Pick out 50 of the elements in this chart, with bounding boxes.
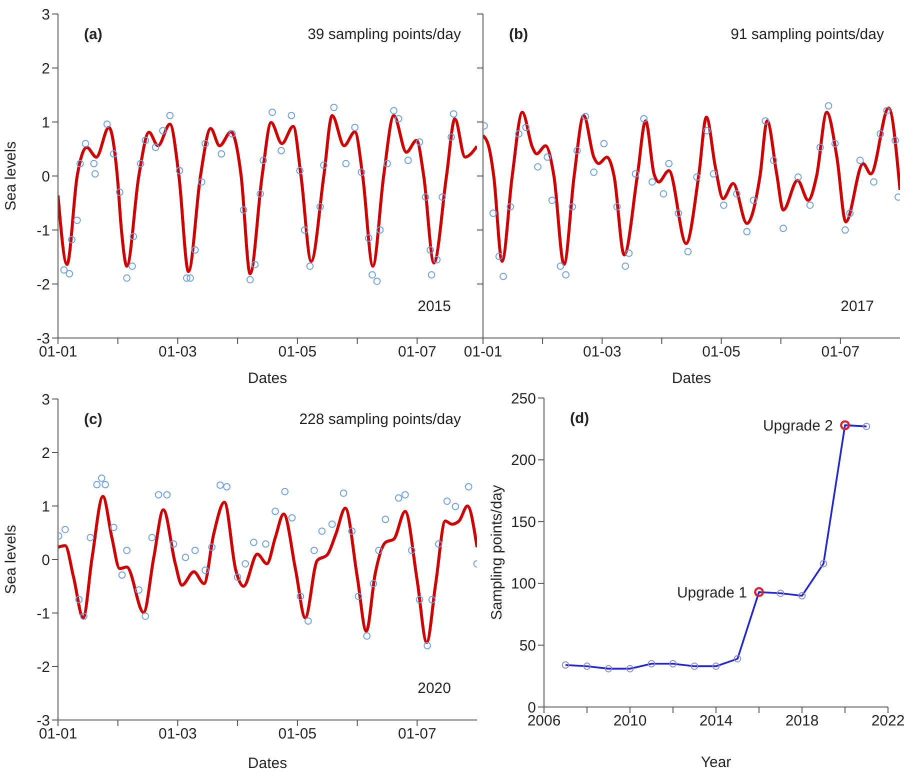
annotation: 228 sampling points/day — [299, 411, 461, 428]
annotation: Upgrade 1 — [676, 584, 747, 602]
annotation: (a) — [84, 26, 102, 43]
x-axis-title: Year — [700, 754, 732, 771]
y-tick-label: 250 — [510, 390, 536, 408]
x-tick-label: 01-03 — [582, 344, 622, 361]
annotation: 2015 — [418, 298, 451, 315]
y-tick-label: 2 — [42, 444, 50, 462]
y-axis-title: Sea levels — [2, 141, 20, 211]
x-tick-label: 01-01 — [464, 344, 502, 361]
x-tick-label: 01-03 — [158, 344, 197, 361]
y-tick-label: 0 — [42, 168, 50, 186]
y-tick-label: 150 — [510, 514, 536, 531]
y-axis-title: Sea levels — [2, 524, 20, 594]
annotation: 2020 — [418, 680, 451, 697]
y-tick-label: -1 — [36, 222, 50, 240]
annotation: (c) — [84, 411, 102, 428]
x-axis-title: Dates — [248, 755, 288, 772]
y-tick-label: 1 — [42, 114, 50, 132]
x-tick-label: 01-05 — [278, 726, 317, 743]
y-tick-label: 50 — [519, 638, 536, 655]
x-tick-label: 01-07 — [398, 344, 436, 361]
x-tick-label: 01-03 — [158, 726, 197, 743]
x-tick-label: 2010 — [613, 712, 647, 730]
y-tick-label: -1 — [36, 605, 50, 622]
x-tick-label: 2018 — [785, 712, 819, 730]
y-tick-label: 0 — [42, 552, 50, 569]
y-tick-label: 3 — [42, 6, 50, 24]
annotation: (b) — [509, 26, 528, 43]
annotation: (d) — [570, 410, 590, 427]
annotation: 2017 — [840, 298, 874, 315]
y-tick-label: 1 — [42, 498, 50, 516]
x-tick-label: 01-05 — [278, 344, 317, 361]
annotation: Upgrade 2 — [762, 418, 833, 435]
x-axis-title: Dates — [672, 370, 712, 387]
x-tick-label: 2022 — [871, 712, 905, 730]
x-tick-label: 01-07 — [821, 344, 860, 361]
x-tick-label: 2014 — [699, 712, 733, 730]
x-tick-label: 01-07 — [398, 726, 436, 743]
annotation: 39 sampling points/day — [308, 26, 461, 43]
x-axis-title: Dates — [248, 370, 288, 387]
y-tick-label: 2 — [42, 60, 50, 78]
y-tick-label: 100 — [510, 576, 536, 593]
y-tick-label: -2 — [36, 276, 50, 294]
annotation: 91 sampling points/day — [730, 26, 884, 43]
y-tick-label: -2 — [36, 658, 50, 676]
y-axis-title: Sampling points/day — [488, 484, 506, 620]
x-tick-label: 01-05 — [702, 344, 740, 361]
y-tick-label: 3 — [42, 391, 50, 408]
y-tick-label: 200 — [510, 452, 536, 470]
